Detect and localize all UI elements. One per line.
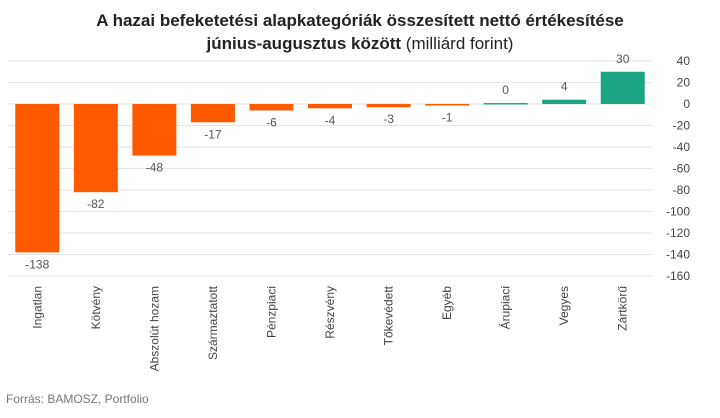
x-tick-label: Abszolút hozam: [147, 286, 161, 371]
data-label: -48: [146, 161, 164, 175]
bar: [483, 103, 528, 105]
data-label: 0: [502, 83, 509, 97]
x-tick-label: Származtatott: [206, 285, 220, 360]
data-label: -3: [383, 112, 394, 126]
chart-title-period: június-augusztus között: [206, 34, 402, 53]
y-tick-label: -120: [666, 226, 690, 240]
x-tick-label: Kötvény: [89, 286, 103, 329]
y-tick-label: 40: [677, 54, 691, 68]
x-tick-label: Ingatlan: [30, 286, 44, 329]
y-axis: 40 20 0 -20 -40 -60 -80 -100 -120 -140 -160: [666, 54, 690, 283]
bar: [600, 71, 645, 104]
y-tick-label: -80: [673, 183, 691, 197]
y-tick-label: -60: [673, 162, 691, 176]
data-label: -82: [87, 197, 105, 211]
bar: [15, 104, 60, 253]
y-tick-label: -40: [673, 140, 691, 154]
y-tick-label: 20: [677, 76, 691, 90]
x-tick-label: Vegyes: [557, 286, 571, 325]
y-tick-label: -140: [666, 248, 690, 262]
x-tick-label: Árupiaci: [498, 286, 513, 329]
y-tick-label: -100: [666, 205, 690, 219]
bars: [15, 71, 645, 253]
bar: [73, 104, 118, 193]
data-label: -17: [204, 127, 222, 141]
bar: [366, 104, 411, 108]
bar: [249, 104, 294, 111]
y-tick-label: -20: [673, 119, 691, 133]
bar: [190, 104, 235, 123]
source-note: Forrás: BAMOSZ, Portfolio: [6, 392, 149, 406]
bar: [132, 104, 177, 156]
data-label: -1: [442, 111, 453, 125]
bar: [308, 104, 352, 109]
chart-title-unit: (milliárd forint): [401, 34, 514, 53]
y-tick-label: -160: [666, 269, 690, 283]
x-tick-label: Pénzpiaci: [264, 286, 278, 338]
x-tick-label: Tőkevédett: [382, 285, 396, 345]
data-label: -138: [25, 257, 49, 271]
x-tick-label: Zártkörű: [616, 286, 630, 331]
data-label: -4: [325, 113, 336, 127]
data-labels: -138 -82 -48 -17 -6 -4 -3 -1 0 4 30: [25, 52, 629, 272]
x-axis: Ingatlan Kötvény Abszolút hozam Származtato…: [30, 285, 629, 371]
chart-title-line2: június-augusztus között (milliárd forint…: [0, 33, 720, 55]
x-tick-label: Egyéb: [440, 286, 454, 320]
data-label: 4: [561, 80, 568, 94]
bar: [425, 104, 470, 106]
data-label: -6: [266, 115, 277, 129]
y-tick-label: 0: [683, 97, 690, 111]
x-tick-label: Részvény: [323, 286, 337, 339]
bar: [542, 99, 587, 104]
chart-title-line1: A hazai befeketetési alapkategóriák össz…: [96, 11, 624, 30]
data-label: 30: [616, 52, 630, 66]
